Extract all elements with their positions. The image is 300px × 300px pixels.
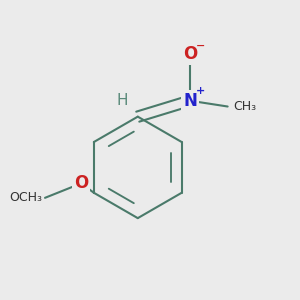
Text: CH₃: CH₃ <box>233 100 256 113</box>
Text: O: O <box>74 174 88 192</box>
Text: N: N <box>183 92 197 110</box>
Text: H: H <box>116 93 128 108</box>
Text: OCH₃: OCH₃ <box>9 191 42 204</box>
Text: −: − <box>196 41 206 51</box>
Text: +: + <box>196 86 206 96</box>
Text: O: O <box>183 45 197 63</box>
